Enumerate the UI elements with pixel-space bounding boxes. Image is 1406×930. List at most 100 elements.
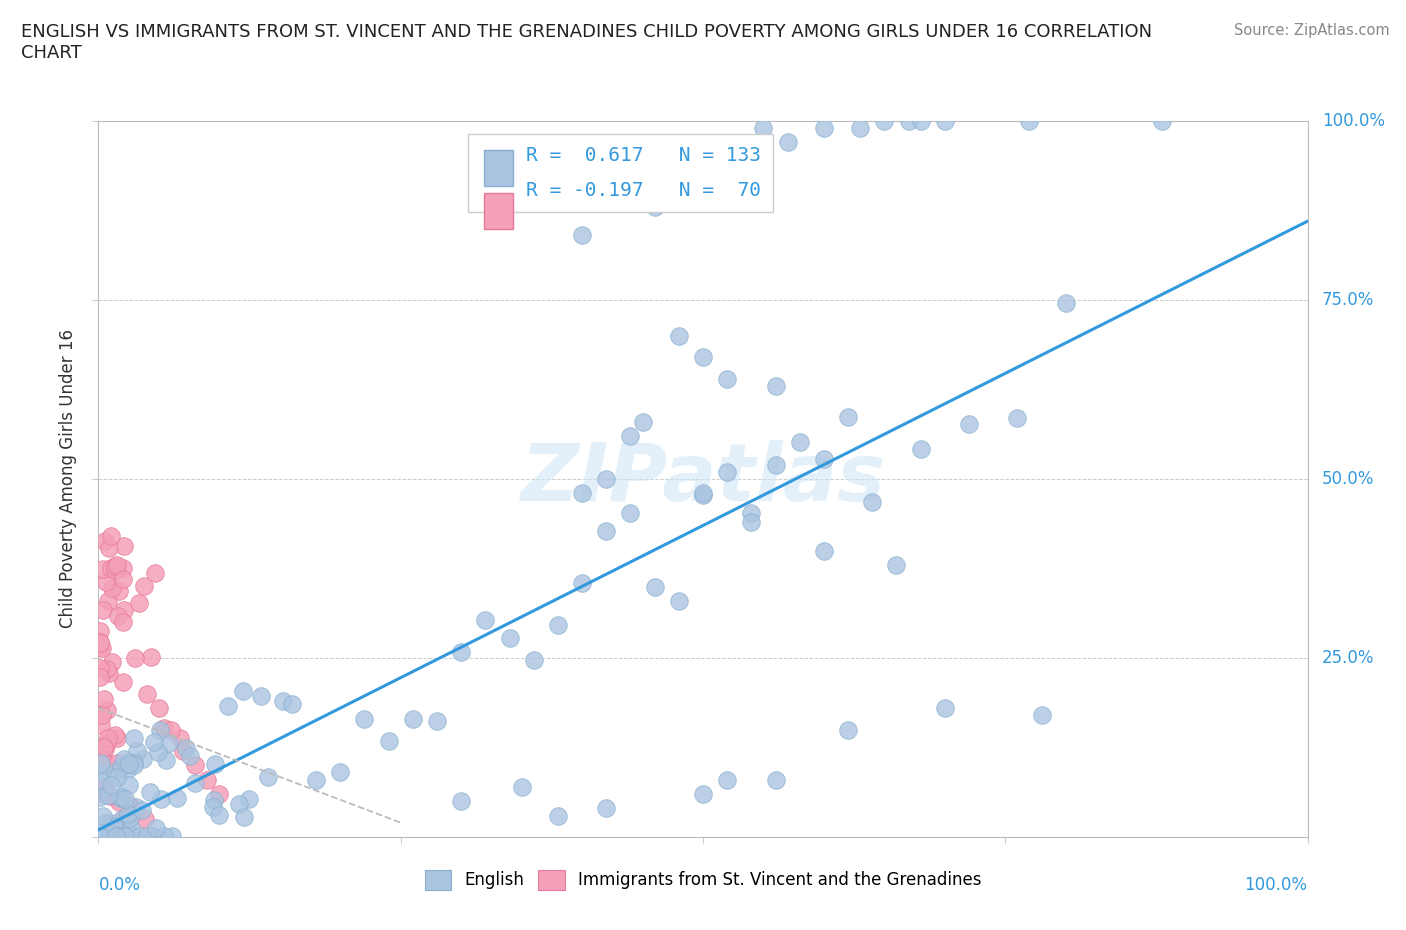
Point: [120, 820, 142, 835]
Point: [131, 803, 153, 817]
Point: [115, 829, 138, 844]
Point: [124, 730, 146, 745]
Point: [118, 778, 141, 793]
Point: [195, 772, 218, 787]
Point: [595, 801, 617, 816]
Point: [897, 113, 920, 128]
Y-axis label: Child Poverty Among Girls Under 16: Child Poverty Among Girls Under 16: [59, 329, 77, 629]
Point: [89, 640, 111, 655]
Point: [132, 578, 155, 593]
Point: [107, 794, 129, 809]
Point: [89, 660, 111, 675]
Point: [105, 769, 128, 784]
Point: [813, 543, 835, 558]
Point: [450, 794, 472, 809]
Point: [547, 618, 569, 632]
Point: [668, 593, 690, 608]
Point: [740, 506, 762, 521]
Point: [91, 707, 114, 722]
Point: [107, 609, 129, 624]
Point: [160, 829, 183, 844]
Point: [256, 769, 278, 784]
Point: [765, 379, 787, 393]
Point: [716, 464, 738, 479]
Point: [305, 772, 328, 787]
Point: [498, 631, 520, 645]
Point: [232, 810, 254, 825]
Point: [105, 755, 128, 770]
Point: [860, 495, 883, 510]
Text: ENGLISH VS IMMIGRANTS FROM ST. VINCENT AND THE GRENADINES CHILD POVERTY AMONG GI: ENGLISH VS IMMIGRANTS FROM ST. VINCENT A…: [21, 23, 1152, 62]
Point: [94, 816, 117, 830]
Point: [110, 790, 132, 804]
Point: [98, 829, 121, 844]
Point: [813, 121, 835, 136]
Point: [450, 644, 472, 659]
Point: [111, 675, 134, 690]
Point: [98, 540, 121, 555]
Point: [149, 723, 172, 737]
Point: [97, 731, 120, 746]
Point: [644, 579, 666, 594]
Point: [716, 772, 738, 787]
Text: R =  0.617   N = 133
    R = -0.197   N =  70: R = 0.617 N = 133 R = -0.197 N = 70: [479, 146, 761, 201]
Point: [813, 452, 835, 467]
Point: [128, 829, 150, 844]
Point: [89, 670, 111, 684]
Point: [179, 749, 201, 764]
Text: 25.0%: 25.0%: [1322, 649, 1375, 667]
Point: [100, 777, 122, 792]
Point: [1054, 296, 1077, 311]
Point: [117, 806, 139, 821]
Point: [94, 781, 117, 796]
Point: [510, 779, 533, 794]
Point: [93, 692, 115, 707]
Point: [169, 730, 191, 745]
Point: [571, 576, 593, 591]
Point: [100, 560, 122, 575]
Point: [232, 684, 254, 698]
Point: [90, 718, 112, 733]
Point: [571, 228, 593, 243]
Point: [94, 742, 117, 757]
Point: [114, 829, 136, 844]
Point: [692, 350, 714, 365]
Point: [934, 113, 956, 128]
Point: [96, 736, 118, 751]
Point: [1018, 113, 1040, 128]
Point: [114, 791, 136, 806]
Point: [149, 791, 172, 806]
Point: [142, 829, 165, 844]
Point: [132, 751, 155, 766]
Point: [100, 580, 122, 595]
Point: [148, 744, 170, 759]
Point: [426, 713, 449, 728]
Point: [121, 829, 143, 844]
Point: [157, 736, 180, 751]
Point: [143, 735, 166, 750]
Point: [765, 772, 787, 787]
Point: [595, 524, 617, 538]
Point: [134, 812, 156, 827]
Point: [128, 595, 150, 610]
Point: [120, 799, 142, 814]
Point: [141, 649, 163, 664]
Point: [91, 829, 114, 844]
Point: [89, 779, 111, 794]
Point: [89, 635, 111, 650]
Point: [228, 796, 250, 811]
Point: [105, 557, 128, 572]
Point: [112, 603, 135, 618]
Point: [98, 816, 121, 830]
Point: [101, 655, 124, 670]
Point: [97, 593, 120, 608]
Text: 50.0%: 50.0%: [1322, 470, 1375, 488]
Point: [125, 800, 148, 815]
Point: [89, 829, 111, 844]
Point: [141, 829, 163, 844]
Point: [139, 785, 162, 800]
Point: [100, 829, 122, 844]
Point: [910, 442, 932, 457]
Point: [111, 615, 134, 630]
Point: [1152, 113, 1174, 128]
